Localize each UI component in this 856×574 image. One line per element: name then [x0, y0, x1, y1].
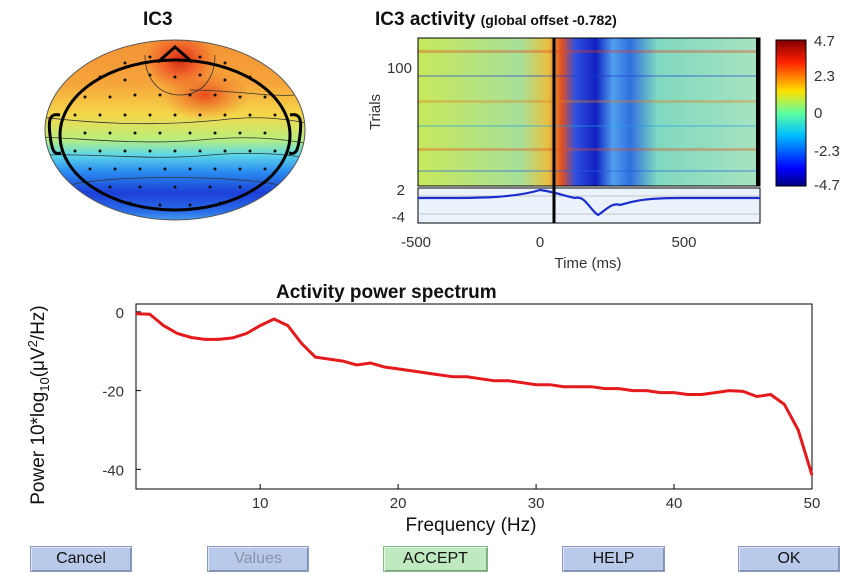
erpimage-subtitle: (global offset -0.782) [480, 12, 617, 28]
cbar-tick-2: 0 [814, 105, 822, 122]
spectrum-line [135, 312, 814, 476]
spectrum-title: Activity power spectrum [276, 282, 497, 303]
x-tick-label: 40 [666, 495, 683, 512]
cbar-tick-4: -4.7 [814, 177, 840, 194]
spectrum-ylabel: Power 10*log10(μV2/Hz) [25, 305, 52, 505]
x-tick-label: 20 [390, 495, 407, 512]
y-tick-label: -20 [102, 384, 124, 401]
cbar-tick-0: 4.7 [814, 33, 835, 50]
y-tick-label: -40 [102, 462, 124, 479]
cbar-tick-3: -2.3 [814, 143, 840, 160]
help-button[interactable]: HELP [562, 546, 665, 572]
topomap-title: IC3 [143, 9, 173, 30]
ok-button[interactable]: OK [738, 546, 840, 572]
trial-tick-label: 100 [387, 60, 412, 77]
erpimage-title: IC3 activity [375, 9, 476, 30]
accept-button[interactable]: ACCEPT [383, 546, 488, 572]
spectrum-plot-area [135, 303, 813, 490]
erp-xtick-1: 0 [536, 234, 544, 251]
erp-tick-bottom: -4 [392, 209, 405, 226]
x-tick-label: 30 [528, 495, 545, 512]
erp-tick-top: 2 [397, 182, 405, 199]
y-tick-label: 0 [116, 305, 124, 322]
erp-xtick-2: 500 [671, 234, 696, 251]
spectrum-xlabel: Frequency (Hz) [406, 515, 537, 536]
trials-ylabel: Trials [367, 94, 384, 130]
values-button[interactable]: Values [207, 546, 309, 572]
spectrum-chart: 10 20 30 40 50 0 -20 -40 Frequency (Hz) Power 1… [25, 303, 821, 536]
x-tick-label: 10 [252, 495, 269, 512]
cancel-button[interactable]: Cancel [30, 546, 132, 572]
topomap [44, 39, 306, 221]
x-tick-label: 50 [804, 495, 821, 512]
erp-xtick-0: -500 [401, 234, 431, 251]
erpimage-panel: 100 2 -4 Trials -500 0 500 Time (ms) 4.7… [367, 33, 840, 272]
erp-xlabel: Time (ms) [555, 255, 622, 272]
cbar-tick-1: 2.3 [814, 68, 835, 85]
